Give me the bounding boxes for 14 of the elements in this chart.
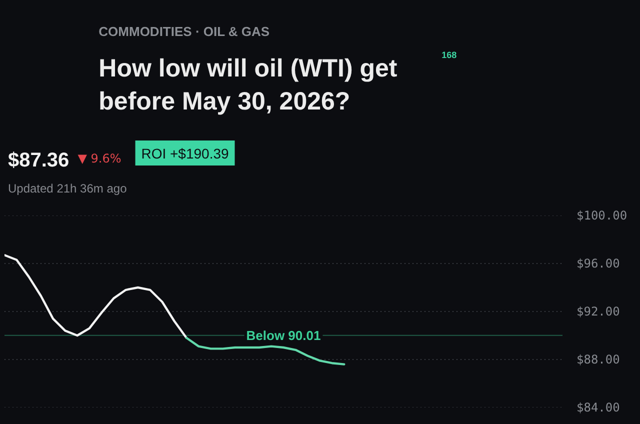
y-tick-label: $84.00 [576, 400, 620, 414]
text: Updated 21h 36m ago [8, 182, 128, 196]
ref-line-label: Below 90.01 [246, 328, 321, 343]
y-tick-label: $88.00 [576, 352, 620, 366]
y-tick-label: $96.00 [576, 256, 620, 270]
chart-title: How low will oil (WTI) get before May 30, 2026? [98, 54, 398, 116]
text: ▼ 9.6% [78, 152, 122, 166]
text: $87.36 [8, 150, 70, 172]
text: 168 [442, 50, 457, 60]
chart-subtitle: COMMODITIES · OIL & GAS [98, 24, 270, 39]
text: ROI +$190.39 [141, 146, 230, 162]
line-series [4, 254, 188, 339]
y-tick-label: $92.00 [576, 304, 620, 318]
y-tick-label: $100.00 [576, 208, 628, 222]
